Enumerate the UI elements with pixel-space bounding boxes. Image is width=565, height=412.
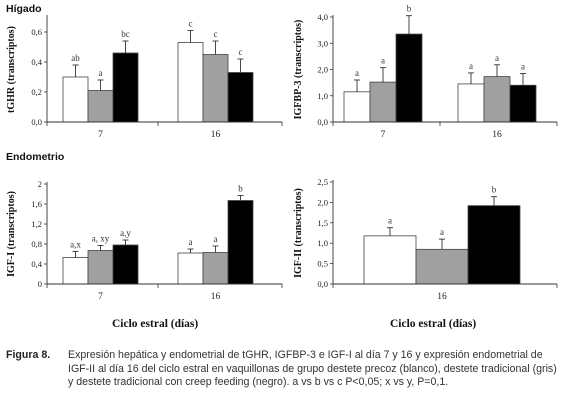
chart-tghr-bar-s3-g1 <box>112 52 139 123</box>
chart-igfbp3-y-tick-label-4: 4,0 <box>317 12 328 22</box>
chart-tghr-bar-s1-g2 <box>177 42 204 123</box>
chart-igfbp3-y-tick-label-2: 2,0 <box>317 65 328 75</box>
chart-tghr-y-axis-title: tGHR (transcriptos) <box>6 26 17 113</box>
chart-tghr-sig-label-s3-g1: bc <box>121 29 130 39</box>
chart-igf1-sig-label-s3-g1: a,y <box>120 228 131 238</box>
chart-igf1-bar-s1-g1 <box>62 257 89 285</box>
chart-tghr-bar-s2-g1 <box>87 90 114 123</box>
chart-igfbp3-x-tick-label-1: 16 <box>492 130 502 140</box>
chart-igf2-y-tick-label-4: 2,0 <box>317 197 328 207</box>
chart-igf2-y-tick-label-2: 1,0 <box>317 238 328 248</box>
chart-igfbp3-bar-s2-g2 <box>483 76 511 123</box>
chart-tghr-sig-label-s2-g2: c <box>214 29 218 39</box>
chart-tghr-y-tick-label-1: 0,2 <box>31 87 42 97</box>
chart-igf1-bar-s3-g1 <box>112 244 139 285</box>
chart-igfbp3-sig-label-s2-g1: a <box>381 56 385 66</box>
chart-igf2-y-axis-title: IGF-II (transcriptos) <box>293 188 304 278</box>
chart-tghr-bar-s1-g1 <box>62 76 89 123</box>
chart-igf1-sig-label-s1-g2: a <box>189 237 193 247</box>
chart-igf2-bar-s2-g1 <box>415 248 469 285</box>
chart-tghr-bar-s2-g2 <box>202 54 229 123</box>
chart-tghr-sig-label-s2-g1: a <box>99 68 103 78</box>
chart-igf1-bar-s2-g1 <box>87 250 114 285</box>
chart-igf2-bar-s1-g1 <box>363 235 417 285</box>
chart-igfbp3-bar-s1-g2 <box>457 83 485 123</box>
chart-igfbp3-sig-label-s3-g1: b <box>407 4 412 14</box>
chart-igfbp3-y-axis-title: IGFBP-3 (transcriptos) <box>293 20 304 120</box>
chart-igfbp3-bar-s1-g1 <box>343 91 371 123</box>
caption-label: Figura 8. <box>6 349 51 361</box>
x-axis-title-right: Ciclo estral (días) <box>390 318 477 330</box>
chart-igf2-bar-s3-g1 <box>467 205 521 285</box>
chart-igf1-bar-s3-g2 <box>227 200 254 285</box>
chart-igfbp3-bar-s2-g1 <box>369 81 397 123</box>
chart-igfbp3-y-tick-label-0: 0,0 <box>317 117 328 127</box>
x-axis-title-left: Ciclo estral (días) <box>112 318 199 330</box>
chart-tghr-bar-s3-g2 <box>227 72 254 123</box>
chart-igfbp3-sig-label-s3-g2: a <box>521 61 525 71</box>
chart-igf2-y-tick-label-5: 2,5 <box>317 177 328 187</box>
chart-igf1-y-tick-label-3: 1,2 <box>31 219 42 229</box>
chart-igfbp3-bar-s3-g2 <box>509 84 537 123</box>
chart-igf1-sig-label-s1-g1: a,x <box>70 240 81 250</box>
chart-igf1-sig-label-s2-g2: a <box>214 234 218 244</box>
chart-igf1-y-tick-label-2: 0,8 <box>31 239 42 249</box>
chart-igf1-bar-s1-g2 <box>177 252 204 285</box>
section-label-endometrium: Endometrio <box>6 151 65 163</box>
chart-tghr-sig-label-s3-g2: c <box>239 47 243 57</box>
chart-igfbp3-sig-label-s1-g1: a <box>355 68 359 78</box>
chart-igf1-x-tick-label-1: 16 <box>211 292 221 302</box>
chart-igfbp3-y-tick-label-3: 3,0 <box>317 38 328 48</box>
chart-igf2-y-tick-label-3: 1,5 <box>317 218 328 228</box>
chart-igf1-y-tick-label-0: 0 <box>38 279 42 289</box>
chart-igf1-y-tick-label-4: 1,6 <box>31 199 42 209</box>
chart-igf2-sig-label-s3-g1: b <box>492 185 497 195</box>
chart-igf1-x-tick-label-0: 7 <box>98 292 103 302</box>
chart-igfbp3-sig-label-s2-g2: a <box>495 53 499 63</box>
chart-igf1-y-tick-label-1: 0,4 <box>31 259 42 269</box>
chart-tghr-y-tick-label-0: 0,0 <box>31 117 42 127</box>
caption-text: Expresión hepática y endometrial de tGHR… <box>68 349 557 389</box>
chart-tghr-y-tick-label-3: 0,6 <box>31 27 42 37</box>
section-label-liver: Hígado <box>6 3 42 15</box>
chart-igf1-sig-label-s3-g2: b <box>238 184 243 194</box>
chart-tghr-sig-label-s1-g2: c <box>189 19 193 29</box>
chart-igf2-y-tick-label-0: 0,0 <box>317 279 328 289</box>
chart-tghr-x-tick-label-0: 7 <box>98 130 103 140</box>
chart-igf1-bar-s2-g2 <box>202 252 229 285</box>
chart-igf2-x-tick-label-0: 16 <box>437 292 447 302</box>
chart-igfbp3-y-tick-label-1: 1,0 <box>317 91 328 101</box>
chart-igf1-y-axis-title: IGF-I (transcriptos) <box>6 191 17 277</box>
chart-igfbp3-bar-s3-g1 <box>395 33 423 123</box>
figure-caption: Figura 8. Expresión hepática y endometri… <box>6 349 558 390</box>
chart-igf2-y-tick-label-1: 0,5 <box>317 259 328 269</box>
chart-igf2-sig-label-s1-g1: a <box>388 216 392 226</box>
chart-igf1-y-tick-label-5: 2 <box>38 179 42 189</box>
chart-tghr-y-tick-label-2: 0,4 <box>31 57 42 67</box>
chart-tghr-sig-label-s1-g1: ab <box>71 53 80 63</box>
chart-igfbp3-x-tick-label-0: 7 <box>381 130 386 140</box>
chart-tghr-x-tick-label-1: 16 <box>211 130 221 140</box>
chart-igf2-sig-label-s2-g1: a <box>440 227 444 237</box>
chart-igf1-sig-label-s2-g1: a, xy <box>92 234 110 244</box>
chart-igfbp3-sig-label-s1-g2: a <box>469 61 473 71</box>
